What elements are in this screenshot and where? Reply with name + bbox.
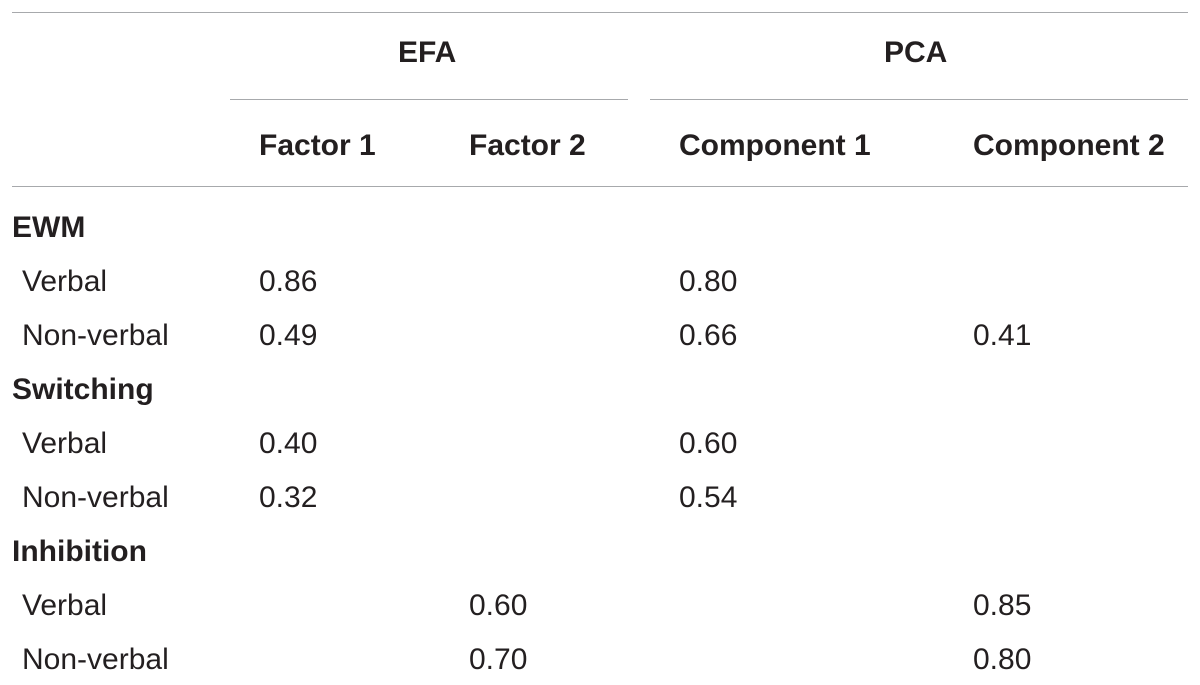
row-label: Verbal (22, 427, 108, 460)
table-cell: 0.60 (469, 589, 528, 622)
group-header-pca: PCA (884, 36, 948, 69)
table-cell: 0.70 (469, 643, 528, 676)
group-header-efa: EFA (398, 36, 457, 69)
section-title-switching: Switching (12, 373, 154, 406)
table-cell: 0.54 (679, 481, 738, 514)
table-cell: 0.32 (259, 481, 318, 514)
table-cell: 0.86 (259, 265, 318, 298)
row-label: Non-verbal (22, 643, 169, 676)
header-bottom-rule (12, 186, 1188, 187)
column-header-factor-1: Factor 1 (259, 129, 376, 162)
row-label: Non-verbal (22, 319, 169, 352)
row-label: Verbal (22, 265, 108, 298)
table-cell: 0.49 (259, 319, 318, 352)
efa-group-rule (230, 99, 628, 100)
table-cell: 0.60 (679, 427, 738, 460)
column-header-component-1: Component 1 (679, 129, 871, 162)
table-cell: 0.40 (259, 427, 318, 460)
section-title-ewm: EWM (12, 211, 86, 244)
column-header-component-2: Component 2 (973, 129, 1165, 162)
table-cell: 0.41 (973, 319, 1032, 352)
pca-group-rule (650, 99, 1188, 100)
row-label: Verbal (22, 589, 108, 622)
table-cell: 0.80 (973, 643, 1032, 676)
column-header-factor-2: Factor 2 (469, 129, 586, 162)
table-cell: 0.80 (679, 265, 738, 298)
row-label: Non-verbal (22, 481, 169, 514)
section-title-inhibition: Inhibition (12, 535, 147, 568)
table-cell: 0.66 (679, 319, 738, 352)
table-cell: 0.85 (973, 589, 1032, 622)
table-top-rule (12, 12, 1188, 13)
